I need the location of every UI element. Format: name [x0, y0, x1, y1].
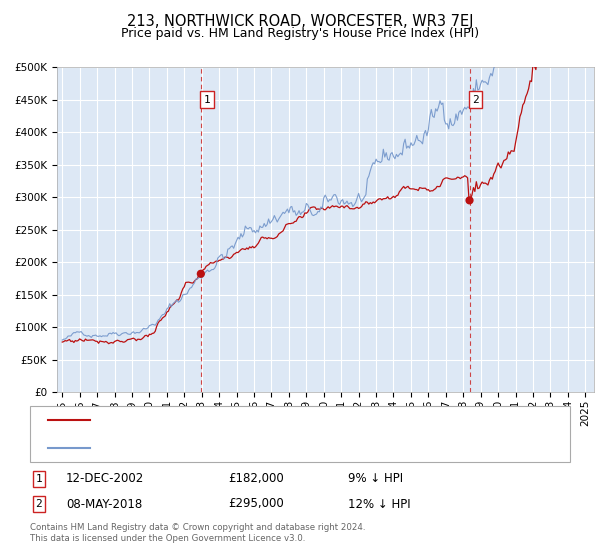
Text: HPI: Average price, detached house, Worcester: HPI: Average price, detached house, Worc…	[102, 443, 365, 453]
Text: 2: 2	[35, 499, 43, 509]
Text: £182,000: £182,000	[228, 472, 284, 486]
Text: Price paid vs. HM Land Registry's House Price Index (HPI): Price paid vs. HM Land Registry's House …	[121, 27, 479, 40]
Text: 08-MAY-2018: 08-MAY-2018	[66, 497, 142, 511]
Text: 12% ↓ HPI: 12% ↓ HPI	[348, 497, 410, 511]
Text: 9% ↓ HPI: 9% ↓ HPI	[348, 472, 403, 486]
Text: £295,000: £295,000	[228, 497, 284, 511]
Point	[196, 269, 206, 278]
Text: This data is licensed under the Open Government Licence v3.0.: This data is licensed under the Open Gov…	[30, 534, 305, 543]
Point	[465, 196, 475, 205]
Text: 1: 1	[203, 95, 211, 105]
Text: 213, NORTHWICK ROAD, WORCESTER, WR3 7EJ (detached house): 213, NORTHWICK ROAD, WORCESTER, WR3 7EJ …	[102, 415, 467, 425]
Text: 12-DEC-2002: 12-DEC-2002	[66, 472, 144, 486]
Text: Contains HM Land Registry data © Crown copyright and database right 2024.: Contains HM Land Registry data © Crown c…	[30, 523, 365, 532]
Text: 213, NORTHWICK ROAD, WORCESTER, WR3 7EJ: 213, NORTHWICK ROAD, WORCESTER, WR3 7EJ	[127, 14, 473, 29]
Text: 2: 2	[472, 95, 479, 105]
Text: 1: 1	[35, 474, 43, 484]
